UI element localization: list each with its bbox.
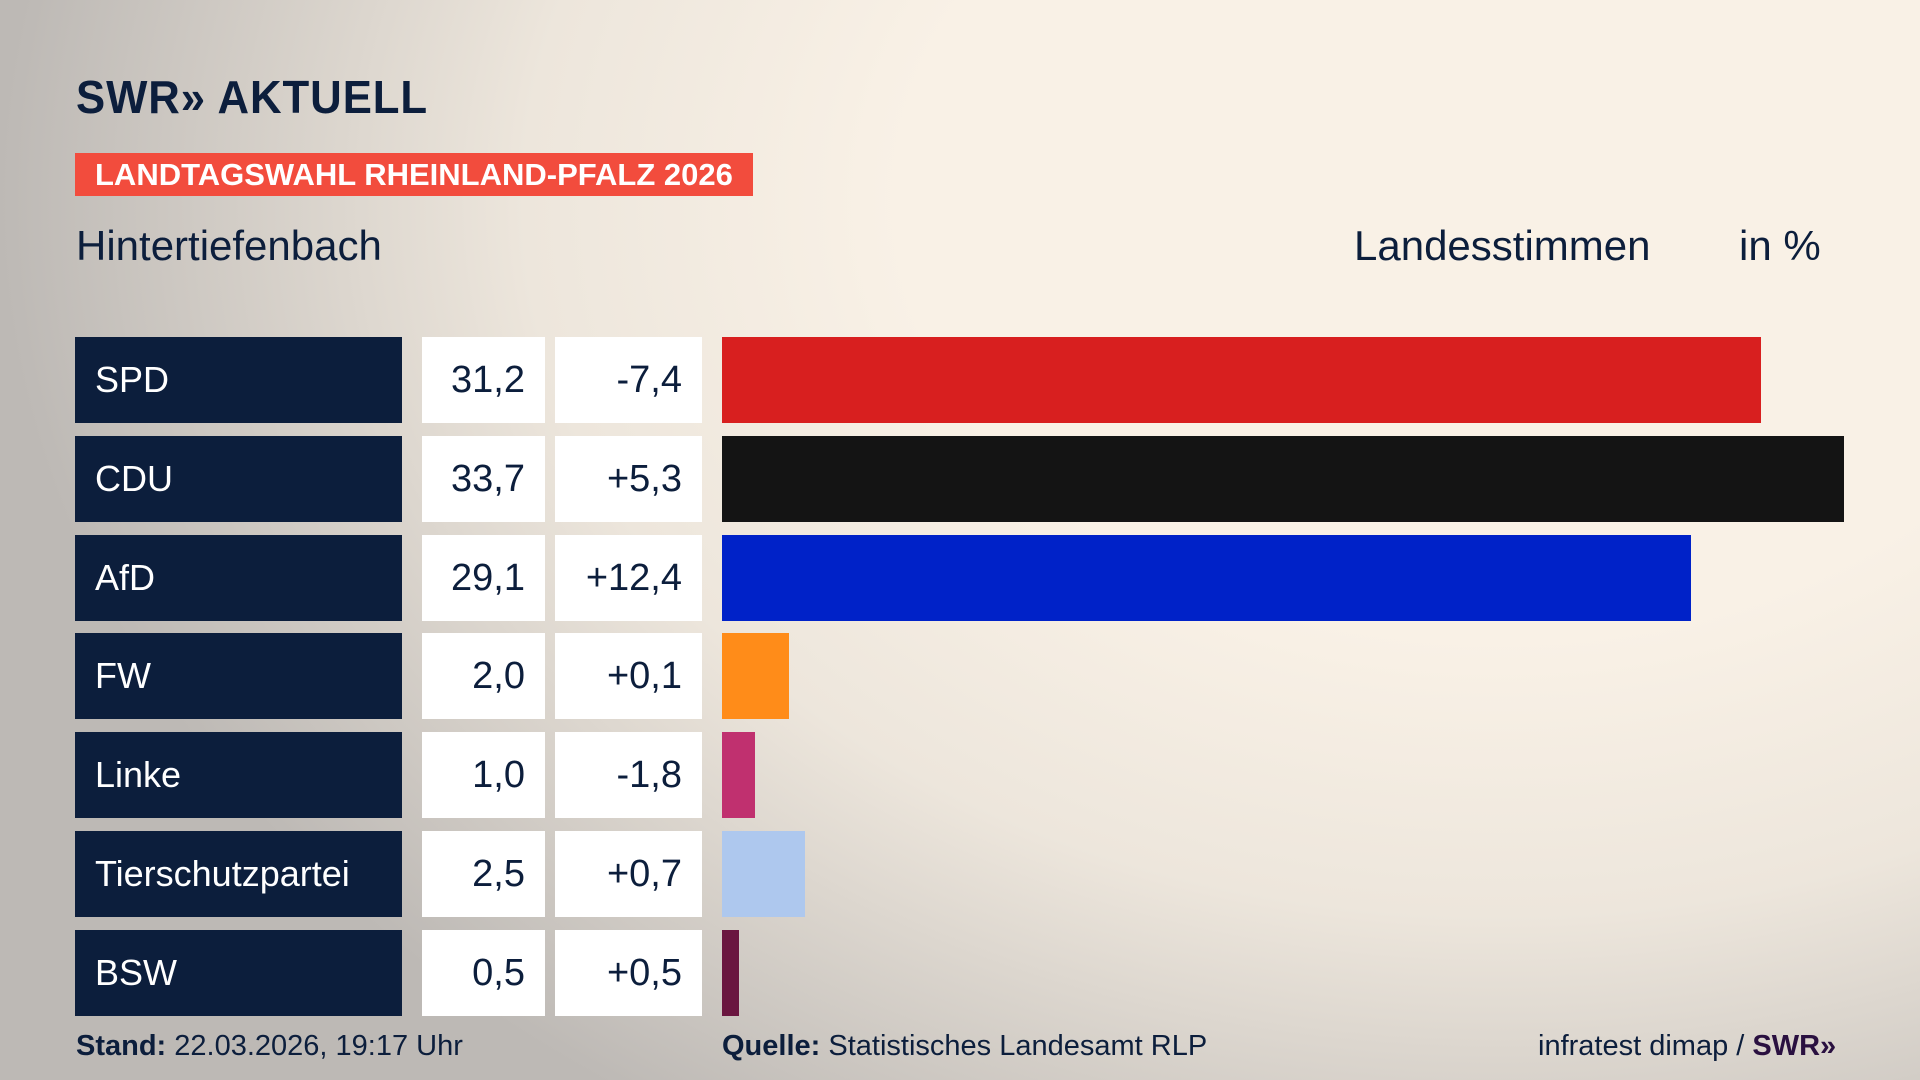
source-label: Quelle:	[722, 1030, 821, 1062]
value-label: 0,5	[422, 929, 545, 1016]
diff-label: +5,3	[555, 435, 702, 522]
party-label: Linke	[75, 732, 402, 819]
party-label: Tierschutzpartei	[75, 831, 402, 917]
party-label: SPD	[75, 337, 402, 423]
value-label: 29,1	[422, 534, 545, 621]
source-value: Statistisches Landesamt RLP	[828, 1030, 1208, 1062]
credit: infratest dimap / SWR»	[1538, 1030, 1836, 1063]
party-label: CDU	[75, 435, 402, 522]
diff-label: +0,1	[555, 633, 702, 720]
bar-bsw	[722, 929, 739, 1016]
bar-spd	[722, 337, 1761, 423]
bar-fw	[722, 633, 789, 720]
bar-afd	[722, 534, 1692, 621]
bar-cdu	[722, 435, 1845, 522]
stand-label: Stand:	[76, 1030, 167, 1062]
bar-tierschutzpartei	[722, 831, 806, 917]
value-label: 1,0	[422, 732, 545, 819]
value-label: 2,5	[422, 831, 545, 917]
diff-label: -7,4	[555, 337, 702, 423]
bar-linke	[722, 732, 756, 819]
value-label: 31,2	[422, 337, 545, 423]
swr-logo: SWR»	[1752, 1030, 1837, 1062]
party-label: BSW	[75, 929, 402, 1016]
diff-label: +0,5	[555, 929, 702, 1016]
value-label: 33,7	[422, 435, 545, 522]
unit-label: in %	[1739, 222, 1821, 269]
diff-label: +12,4	[555, 534, 702, 621]
source: Quelle: Statistisches Landesamt RLP	[722, 1030, 1207, 1063]
value-label: 2,0	[422, 633, 545, 720]
diff-label: +0,7	[555, 831, 702, 917]
swr-aktuell-logo: SWR» AKTUELL	[76, 71, 429, 123]
election-banner: LANDTAGSWAHL RHEINLAND-PFALZ 2026	[75, 153, 753, 196]
party-label: FW	[75, 633, 402, 720]
stand-value: 22.03.2026, 19:17 Uhr	[174, 1030, 463, 1062]
place-title: Hintertiefenbach	[76, 222, 382, 269]
party-label: AfD	[75, 534, 402, 621]
credit-text: infratest dimap /	[1538, 1030, 1753, 1062]
diff-label: -1,8	[555, 732, 702, 819]
metric-label: Landesstimmen	[1354, 222, 1651, 269]
timestamp: Stand: 22.03.2026, 19:17 Uhr	[76, 1030, 463, 1063]
